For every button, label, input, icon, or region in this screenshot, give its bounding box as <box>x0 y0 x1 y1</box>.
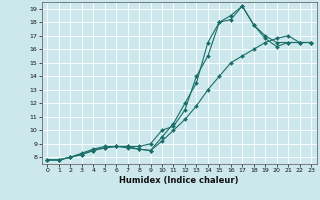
X-axis label: Humidex (Indice chaleur): Humidex (Indice chaleur) <box>119 176 239 185</box>
